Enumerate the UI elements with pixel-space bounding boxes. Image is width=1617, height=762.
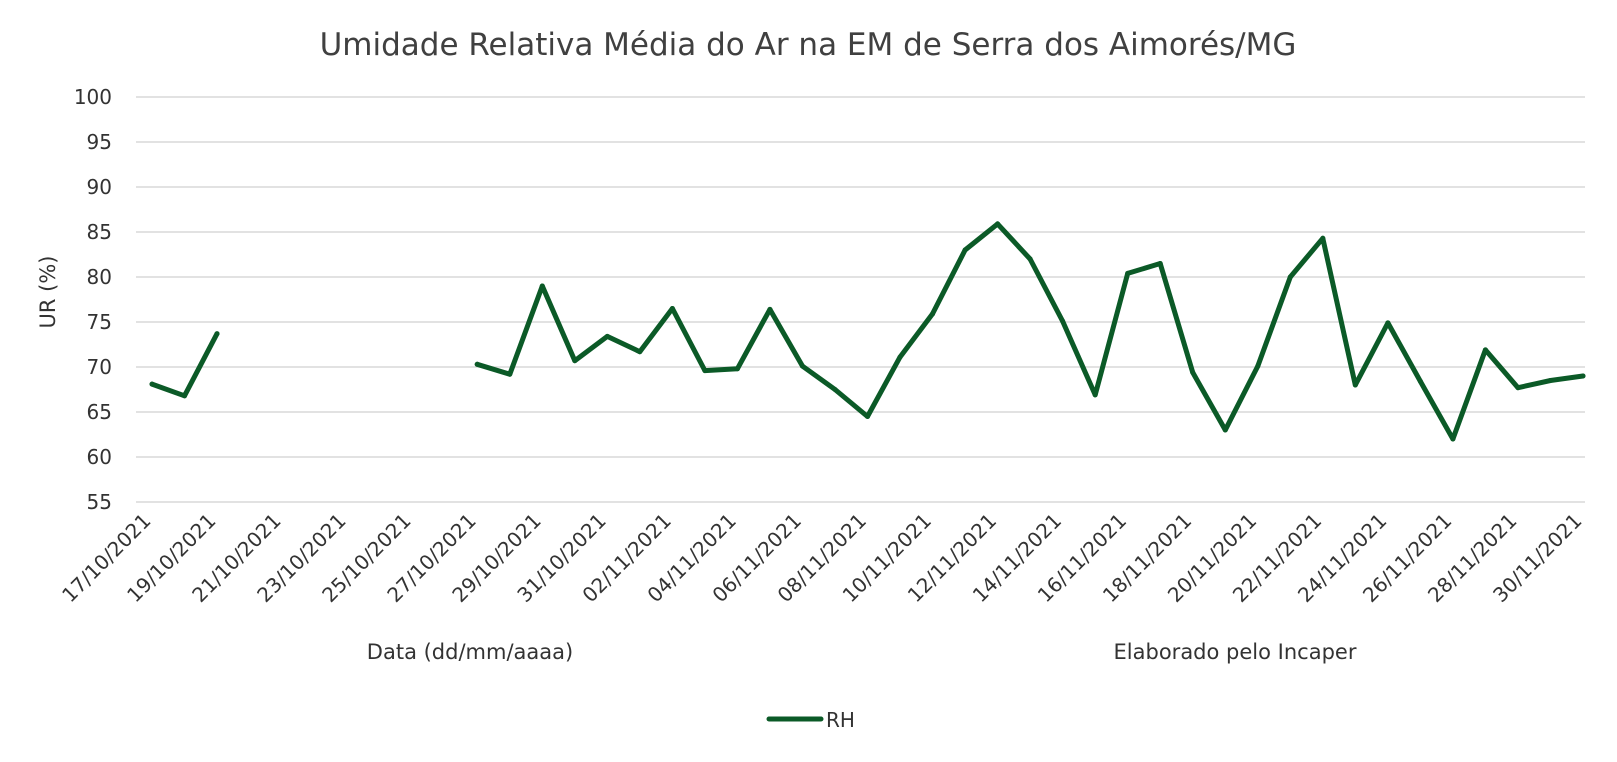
y-tick-label: 100	[74, 85, 112, 109]
series-lines	[149, 221, 1586, 442]
y-tick-label: 95	[87, 130, 112, 154]
data-point	[1060, 318, 1066, 324]
data-point	[1482, 347, 1488, 353]
y-tick-label: 70	[87, 355, 112, 379]
legend: RH	[766, 708, 855, 732]
data-point	[1450, 436, 1456, 442]
data-point	[1125, 270, 1131, 276]
y-axis-label: UR (%)	[36, 256, 60, 329]
data-point	[799, 363, 805, 369]
data-point	[865, 414, 870, 419]
data-point	[1092, 392, 1098, 398]
data-point	[767, 306, 773, 312]
y-tick-label: 85	[87, 220, 112, 244]
source-note: Elaborado pelo Incaper	[1114, 640, 1357, 664]
gridlines	[136, 96, 1585, 503]
x-axis-label: Data (dd/mm/aaaa)	[367, 640, 573, 664]
data-point	[1190, 369, 1196, 375]
y-axis-ticks: 55 60 65 70 75 80 85 90 95 100	[74, 85, 112, 514]
data-point	[669, 306, 675, 311]
data-point	[832, 387, 838, 392]
data-point	[182, 393, 188, 399]
data-point	[702, 368, 708, 374]
y-tick-label: 80	[87, 265, 112, 289]
data-point	[1320, 235, 1326, 241]
legend-label-rh: RH	[826, 708, 855, 732]
y-tick-label: 60	[87, 445, 112, 469]
data-point	[1580, 373, 1586, 379]
x-axis-ticks: 17/10/202119/10/202121/10/202123/10/2021…	[57, 509, 1586, 607]
data-point	[734, 366, 740, 372]
series-line-rh	[149, 221, 1586, 442]
y-tick-label: 90	[87, 175, 112, 199]
data-point	[930, 311, 936, 317]
chart-title: Umidade Relativa Média do Ar na EM de Se…	[320, 27, 1297, 63]
data-point	[995, 221, 1001, 227]
y-tick-label: 75	[87, 310, 112, 334]
data-point	[604, 333, 610, 339]
data-point	[962, 247, 968, 253]
data-point	[507, 371, 513, 377]
data-point	[474, 361, 480, 367]
data-point	[1255, 363, 1261, 369]
data-point	[572, 358, 578, 364]
data-point	[149, 381, 155, 387]
data-point	[1417, 378, 1423, 384]
data-point	[897, 354, 903, 360]
data-point	[539, 283, 545, 289]
data-point	[1157, 261, 1163, 266]
y-tick-label: 55	[87, 490, 112, 514]
data-point	[1385, 320, 1391, 326]
data-point	[1547, 378, 1553, 383]
data-point	[214, 331, 220, 337]
data-point	[1027, 256, 1033, 262]
data-point	[1515, 385, 1521, 391]
data-point	[1352, 382, 1358, 388]
data-point	[1287, 274, 1293, 280]
data-point	[1222, 427, 1228, 433]
data-point	[637, 349, 643, 355]
y-tick-label: 65	[87, 400, 112, 424]
